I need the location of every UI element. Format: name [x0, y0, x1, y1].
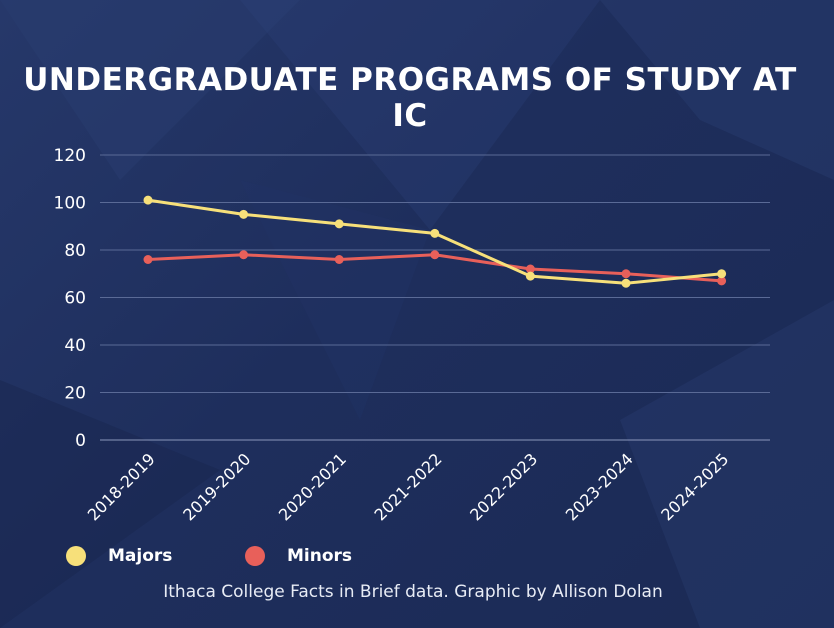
- source-caption: Ithaca College Facts in Brief data. Grap…: [163, 582, 663, 602]
- series-line-majors: [147, 198, 722, 285]
- data-point-minors: [621, 269, 631, 279]
- legend-label-majors: Majors: [108, 546, 173, 566]
- x-tick-label: 2018-2019: [84, 449, 159, 524]
- data-point-majors: [239, 209, 249, 219]
- data-point-minors: [430, 250, 440, 260]
- x-tick-label: 2019-2020: [179, 449, 254, 524]
- chart-title: UNDERGRADUATE PROGRAMS OF STUDY AT IC: [23, 62, 797, 134]
- x-tick-label: 2021-2022: [371, 449, 446, 524]
- y-tick-label: 120: [54, 146, 86, 166]
- legend-item-majors: Majors: [66, 546, 172, 566]
- y-tick-label: 100: [54, 194, 86, 214]
- y-tick-label: 40: [64, 336, 86, 356]
- data-point-majors: [143, 195, 153, 205]
- data-point-majors: [717, 269, 727, 279]
- legend-marker-minors: [245, 546, 265, 566]
- data-point-minors: [143, 255, 153, 264]
- data-point-majors: [621, 278, 631, 288]
- data-point-minors: [717, 276, 727, 286]
- x-tick-label: 2022-2023: [466, 449, 541, 524]
- legend-item-minors: Minors: [245, 546, 352, 566]
- data-point-majors: [525, 271, 535, 281]
- data-point-minors: [525, 264, 535, 274]
- legend-marker-majors: [66, 546, 86, 566]
- y-tick-label: 60: [64, 289, 86, 309]
- y-tick-label: 80: [64, 241, 86, 261]
- x-tick-label: 2024-2025: [657, 449, 732, 524]
- legend-label-minors: Minors: [287, 546, 353, 566]
- y-tick-label: 0: [75, 431, 86, 451]
- data-point-minors: [239, 250, 249, 260]
- x-tick-label: 2023-2024: [562, 449, 637, 524]
- y-tick-label: 20: [64, 384, 86, 404]
- data-point-majors: [430, 228, 440, 238]
- data-point-minors: [334, 255, 344, 264]
- x-tick-label: 2020-2021: [275, 449, 350, 524]
- data-point-majors: [334, 219, 344, 229]
